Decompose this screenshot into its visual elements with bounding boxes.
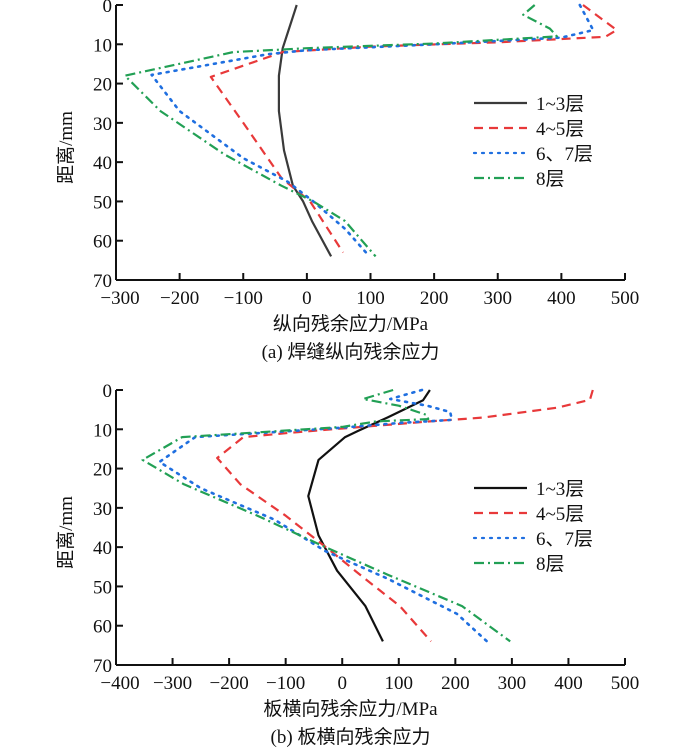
y-tick-label: 50	[93, 577, 112, 598]
legend-label-3: 6、7层	[536, 529, 593, 550]
series-line-3	[150, 3, 595, 254]
series-line-2	[209, 4, 618, 254]
y-axis-title: 距离/mm	[55, 496, 77, 569]
chart-panel-a: 0 10 20 30 40 50 60 70−300 −200 −100 0 100 200 300 400…	[55, 0, 639, 363]
y-tick-label: 30	[93, 114, 112, 135]
figure-caption: (a) 焊缝纵向残余应力	[262, 341, 440, 363]
chart-panel-b: 0 10 20 30 40 50 60 70−400 −300 −200 −100 0 100 200 30…	[55, 381, 639, 748]
x-tick-label: 500	[611, 673, 640, 694]
y-tick-label: 30	[93, 499, 112, 520]
legend-label-2: 4~5层	[536, 119, 584, 140]
legend-label-4: 8层	[536, 554, 565, 575]
x-tick-label: −400	[100, 673, 139, 694]
x-tick-label: 300	[484, 288, 513, 309]
legend-label-3: 6、7层	[536, 144, 593, 165]
y-tick-label: 40	[93, 153, 112, 174]
x-tick-label: 100	[356, 288, 385, 309]
series-line-1	[277, 4, 333, 257]
y-tick-label: 70	[93, 656, 112, 677]
x-tick-label: 300	[498, 673, 527, 694]
x-axis-title: 纵向残余应力/MPa	[273, 313, 429, 335]
legend-label-4: 8层	[536, 169, 565, 190]
x-tick-label: 200	[420, 288, 449, 309]
x-tick-label: 100	[385, 673, 414, 694]
y-tick-label: 20	[93, 460, 112, 481]
legend-label-2: 4~5层	[536, 504, 584, 525]
y-tick-label: 10	[93, 420, 112, 441]
y-tick-label: 20	[93, 75, 112, 96]
legend-label-1: 1~3层	[536, 94, 584, 115]
y-tick-label: 70	[93, 271, 112, 292]
x-tick-label: −100	[224, 288, 263, 309]
x-tick-label: 500	[611, 288, 640, 309]
y-tick-label: 0	[103, 0, 113, 17]
x-tick-label: −200	[210, 673, 249, 694]
x-tick-label: 0	[302, 288, 312, 309]
x-tick-label: 0	[337, 673, 347, 694]
x-tick-label: −300	[153, 673, 192, 694]
y-tick-label: 0	[103, 381, 113, 402]
series-line-2	[216, 389, 594, 643]
series-line-1	[307, 389, 431, 642]
series-line-4	[141, 388, 511, 643]
y-tick-label: 50	[93, 192, 112, 213]
x-tick-label: 400	[554, 673, 583, 694]
x-tick-label: −200	[160, 288, 199, 309]
x-tick-label: −100	[266, 673, 305, 694]
y-tick-label: 60	[93, 617, 112, 638]
legend-label-1: 1~3层	[536, 479, 584, 500]
y-tick-label: 10	[93, 35, 112, 56]
x-axis-title: 板横向残余应力/MPa	[263, 698, 438, 720]
series-line-4	[123, 4, 558, 258]
x-tick-label: 200	[441, 673, 470, 694]
x-tick-label: 400	[547, 288, 576, 309]
figure-caption: (b) 板横向残余应力	[271, 726, 431, 748]
y-tick-label: 40	[93, 538, 112, 559]
x-tick-label: −300	[100, 288, 139, 309]
y-tick-label: 60	[93, 232, 112, 253]
y-axis-title: 距离/mm	[55, 111, 77, 184]
